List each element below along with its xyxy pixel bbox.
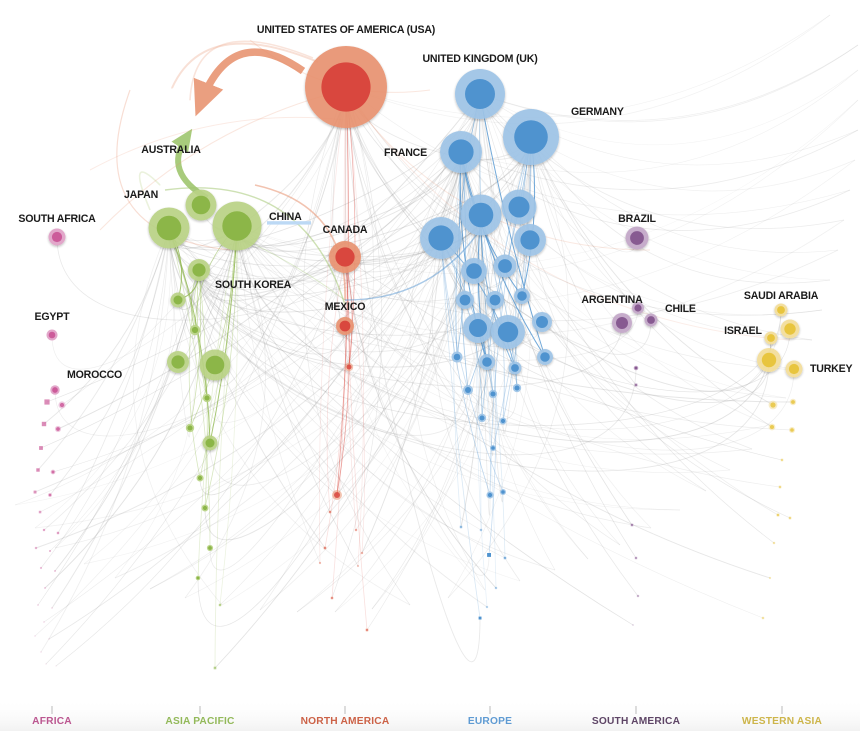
svg-text:GERMANY: GERMANY [571,106,624,118]
svg-text:SOUTH KOREA: SOUTH KOREA [215,279,292,291]
svg-text:SAUDI ARABIA: SAUDI ARABIA [744,290,819,302]
svg-text:MOROCCO: MOROCCO [67,369,122,381]
svg-text:UNITED STATES OF AMERICA (USA): UNITED STATES OF AMERICA (USA) [257,24,435,36]
svg-text:UNITED KINGDOM (UK): UNITED KINGDOM (UK) [422,53,537,65]
svg-text:FRANCE: FRANCE [384,147,427,159]
svg-text:SOUTH AFRICA: SOUTH AFRICA [18,213,96,225]
svg-text:SOUTH AMERICA: SOUTH AMERICA [592,716,681,727]
svg-text:ARGENTINA: ARGENTINA [581,294,643,306]
svg-text:EGYPT: EGYPT [35,311,71,323]
svg-text:WESTERN ASIA: WESTERN ASIA [742,716,823,727]
svg-text:CHILE: CHILE [665,303,696,315]
svg-text:JAPAN: JAPAN [124,189,158,201]
svg-text:ISRAEL: ISRAEL [724,325,762,337]
svg-text:CHINA: CHINA [269,211,302,223]
svg-text:BRAZIL: BRAZIL [618,213,656,225]
svg-text:MEXICO: MEXICO [325,301,366,313]
svg-text:NORTH AMERICA: NORTH AMERICA [301,716,390,727]
svg-text:CANADA: CANADA [323,224,368,236]
svg-text:AUSTRALIA: AUSTRALIA [141,144,201,156]
svg-text:ASIA PACIFIC: ASIA PACIFIC [165,716,235,727]
svg-text:EUROPE: EUROPE [468,716,512,727]
svg-text:AFRICA: AFRICA [32,716,72,727]
svg-text:TURKEY: TURKEY [810,363,852,375]
